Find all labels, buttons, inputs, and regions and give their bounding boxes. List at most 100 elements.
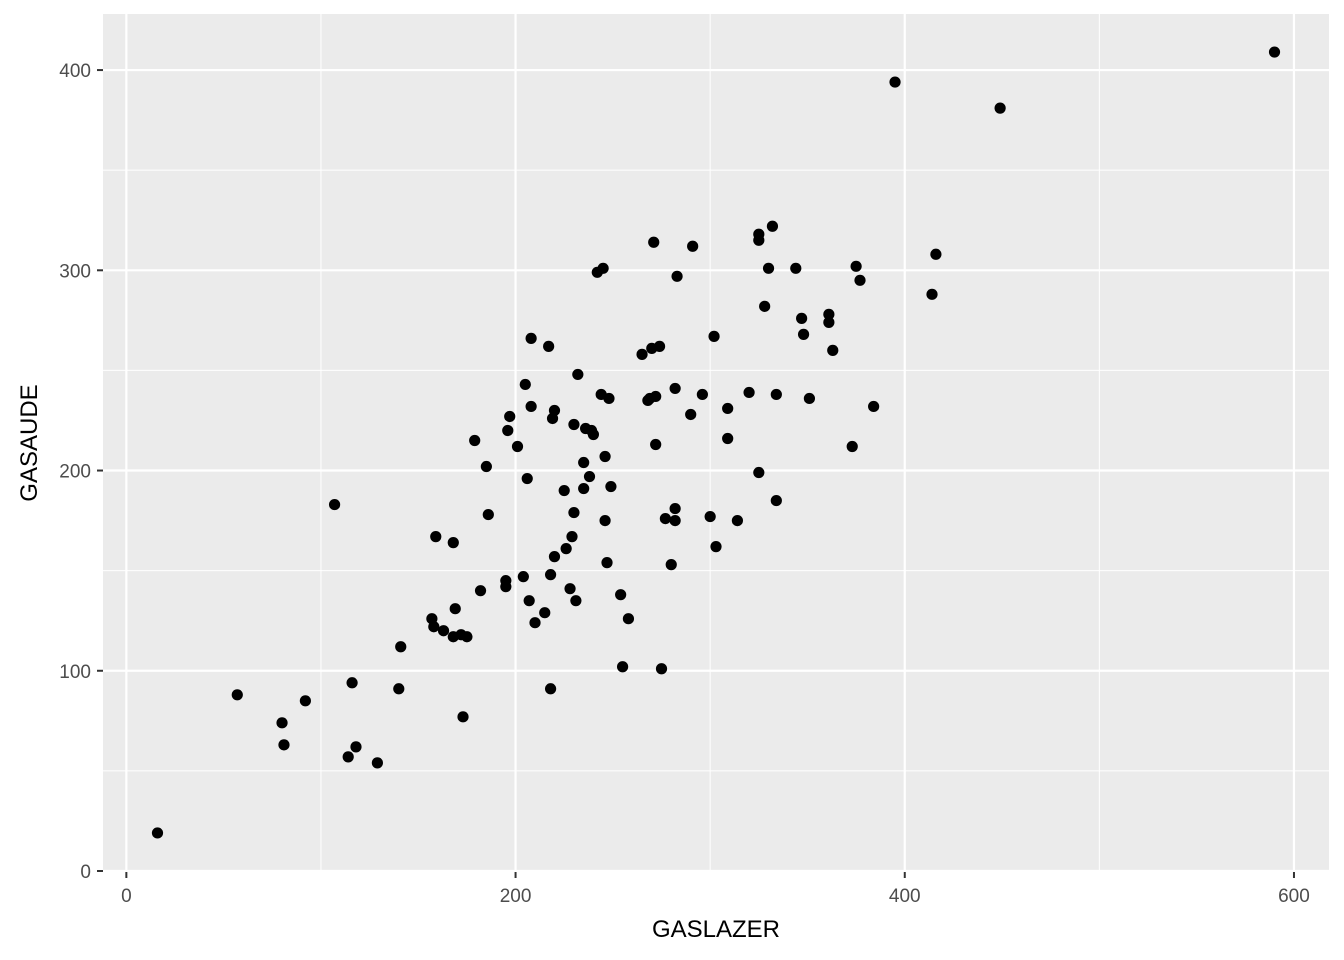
data-point <box>597 262 609 274</box>
data-point <box>437 625 450 637</box>
data-point <box>568 506 580 519</box>
data-point <box>430 531 442 543</box>
data-point <box>889 76 901 88</box>
data-point <box>544 569 557 581</box>
data-point <box>474 585 487 597</box>
data-point <box>762 262 775 274</box>
data-point <box>704 510 716 523</box>
data-point <box>803 392 816 405</box>
x-tick-label: 0 <box>121 886 132 907</box>
data-point <box>539 607 551 619</box>
axis-ticks <box>97 69 1295 878</box>
data-point <box>231 689 243 701</box>
data-point <box>796 312 808 324</box>
data-point <box>648 236 660 248</box>
data-point <box>517 571 529 583</box>
data-point <box>722 432 734 445</box>
data-point <box>558 484 570 497</box>
data-point <box>790 262 802 274</box>
data-point <box>447 537 459 549</box>
data-point <box>276 717 288 729</box>
data-point <box>371 757 383 769</box>
data-point <box>350 741 362 753</box>
data-point <box>328 498 341 511</box>
data-point <box>151 827 164 839</box>
data-point <box>599 450 611 463</box>
data-point <box>525 400 537 413</box>
y-tick-label: 400 <box>59 61 91 82</box>
data-point <box>572 368 584 381</box>
y-axis-title: GASAUDE <box>16 384 43 501</box>
data-point <box>511 440 524 453</box>
data-point <box>653 340 666 352</box>
y-tick-label: 300 <box>59 261 91 282</box>
y-tick-label: 200 <box>59 462 91 483</box>
data-point <box>722 402 734 415</box>
data-point <box>687 240 699 252</box>
data-point <box>457 711 469 723</box>
data-point <box>548 404 561 417</box>
data-point <box>568 418 580 431</box>
data-point <box>770 494 782 507</box>
plot-panel <box>103 14 1329 872</box>
data-point <box>346 677 358 689</box>
data-point <box>428 621 440 633</box>
minor-gridlines <box>103 14 1329 872</box>
data-point <box>570 595 582 607</box>
data-point <box>650 390 662 403</box>
data-point <box>636 348 648 360</box>
data-point <box>1268 46 1281 58</box>
data-point <box>544 683 557 695</box>
data-point <box>587 428 600 441</box>
data-point <box>482 508 494 521</box>
y-tick-label: 0 <box>80 862 91 883</box>
data-point <box>504 410 516 423</box>
data-point <box>616 661 629 673</box>
data-point <box>615 589 627 601</box>
data-point <box>650 438 662 451</box>
data-point <box>926 288 938 300</box>
data-point <box>469 434 481 447</box>
data-point <box>560 543 572 555</box>
data-point <box>523 595 535 607</box>
data-point <box>502 424 514 437</box>
data-point <box>685 408 697 421</box>
data-point <box>603 392 615 405</box>
data-point <box>823 316 835 328</box>
data-point <box>500 581 512 593</box>
data-point <box>519 378 531 391</box>
data-point <box>525 332 537 344</box>
tick-labels: 0 200 400 600 0 100 200 300 400 <box>59 61 1310 907</box>
data-point <box>766 220 779 232</box>
data-point <box>299 695 311 707</box>
y-tick-label: 100 <box>59 662 91 683</box>
data-point <box>854 274 866 286</box>
data-point <box>659 512 672 525</box>
data-point <box>548 551 561 563</box>
x-tick-label: 200 <box>500 886 532 907</box>
data-point <box>850 260 862 272</box>
x-axis-title: GASLAZER <box>652 916 780 943</box>
data-point <box>671 270 683 282</box>
data-point <box>846 440 858 453</box>
data-point <box>564 583 576 595</box>
data-point <box>393 683 405 695</box>
data-point <box>994 102 1006 114</box>
data-point <box>669 382 681 395</box>
data-point <box>669 502 681 515</box>
data-point <box>655 663 668 675</box>
x-tick-label: 600 <box>1278 886 1310 907</box>
data-point <box>622 613 635 625</box>
data-point <box>797 328 810 340</box>
data-point <box>461 631 473 643</box>
data-point <box>731 514 744 527</box>
data-point <box>759 300 771 312</box>
data-point <box>601 557 613 569</box>
data-point <box>578 482 590 495</box>
data-point <box>753 466 765 479</box>
data-point <box>708 330 720 342</box>
data-point <box>823 308 835 320</box>
data-point <box>583 470 596 483</box>
data-point <box>529 617 541 629</box>
